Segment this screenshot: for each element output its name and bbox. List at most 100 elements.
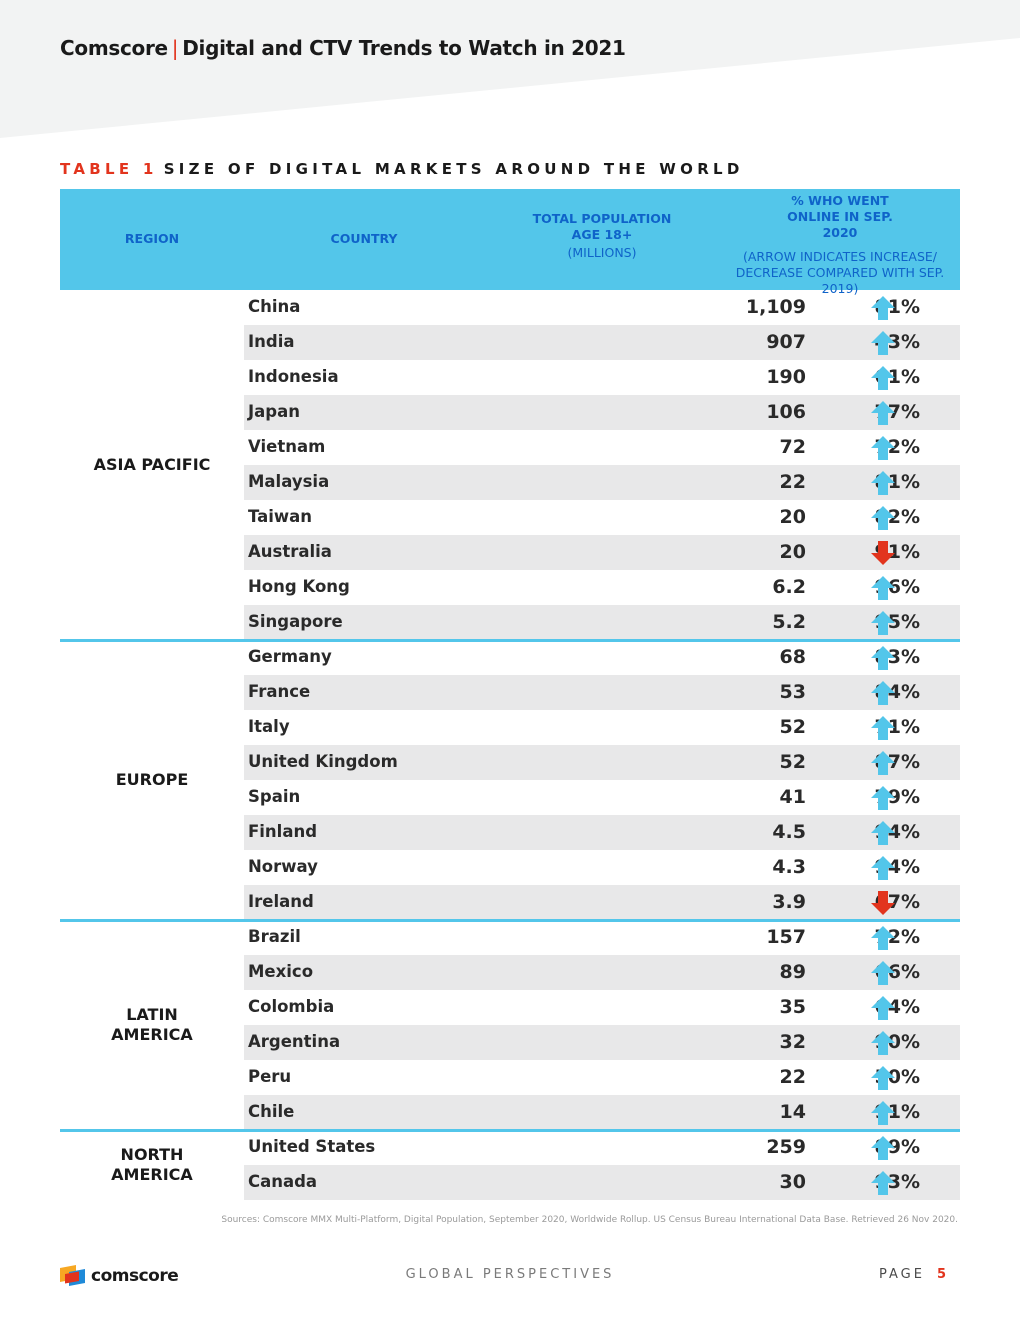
table-row: Singapore 5.2 95% — [244, 605, 960, 640]
column-header-country: COUNTRY — [330, 231, 398, 246]
online-percent-cell: 94% — [874, 821, 920, 843]
arrow-up-icon — [871, 716, 895, 740]
country-cell: India — [248, 332, 295, 351]
table-row: Indonesia 190 61% — [244, 360, 960, 395]
region-label: ASIA PACIFIC — [93, 455, 211, 474]
population-cell: 41 — [779, 786, 806, 808]
population-cell: 89 — [779, 961, 806, 983]
region-label: LATIN AMERICA — [111, 1005, 193, 1044]
country-cell: Indonesia — [248, 367, 339, 386]
country-cell: Germany — [248, 647, 332, 666]
country-cell: United Kingdom — [248, 752, 398, 771]
region-divider — [60, 1129, 960, 1132]
arrow-up-icon — [871, 751, 895, 775]
table-row: Peru 22 50% — [244, 1060, 960, 1095]
online-percent-cell: 81% — [874, 471, 920, 493]
country-cell: United States — [248, 1137, 376, 1156]
country-cell: France — [248, 682, 311, 701]
page-label: PAGE — [878, 1267, 925, 1282]
country-cell: Singapore — [248, 612, 343, 631]
online-header-label: % WHO WENT ONLINE IN SEP. 2020 — [787, 193, 893, 240]
arrow-up-icon — [871, 471, 895, 495]
region-label: EUROPE — [115, 770, 189, 789]
population-cell: 20 — [779, 541, 806, 563]
arrow-up-icon — [871, 506, 895, 530]
population-cell: 259 — [766, 1136, 806, 1158]
brand-name: Comscore — [60, 36, 168, 60]
arrow-up-icon — [871, 1066, 895, 1090]
arrow-up-icon — [871, 296, 895, 320]
table-row: Germany 68 83% — [244, 640, 960, 675]
arrow-up-icon — [871, 576, 895, 600]
country-cell: Peru — [248, 1067, 292, 1086]
country-cell: Japan — [248, 402, 300, 421]
page-number: 5 — [936, 1267, 946, 1282]
table-row: United States 259 89% — [244, 1130, 960, 1165]
online-percent-cell: 87% — [874, 751, 920, 773]
column-header-online: % WHO WENT ONLINE IN SEP. 2020 (ARROW IN… — [724, 193, 956, 297]
table-row: Japan 106 77% — [244, 395, 960, 430]
arrow-up-icon — [871, 681, 895, 705]
arrow-up-icon — [871, 961, 895, 985]
population-cell: 907 — [766, 331, 806, 353]
arrow-down-icon — [871, 891, 895, 915]
country-cell: Argentina — [248, 1032, 341, 1051]
online-percent-cell: 94% — [874, 856, 920, 878]
online-percent-cell: 72% — [874, 926, 920, 948]
table-label: TABLE 1 — [60, 160, 158, 178]
population-header-label: TOTAL POPULATION AGE 18+ — [532, 211, 672, 242]
population-cell: 1,109 — [745, 296, 806, 318]
population-cell: 190 — [766, 366, 806, 388]
country-cell: Mexico — [248, 962, 314, 981]
table-row: Malaysia 22 81% — [244, 465, 960, 500]
arrow-up-icon — [871, 821, 895, 845]
online-percent-cell: 83% — [874, 646, 920, 668]
table-header: REGION COUNTRY TOTAL POPULATION AGE 18+ … — [60, 189, 960, 296]
country-cell: Finland — [248, 822, 318, 841]
population-cell: 30 — [779, 1171, 806, 1193]
document-title: Digital and CTV Trends to Watch in 2021 — [182, 36, 626, 60]
online-percent-cell: 61% — [874, 366, 920, 388]
population-cell: 6.2 — [772, 576, 806, 598]
online-percent-cell: 81% — [874, 296, 920, 318]
arrow-up-icon — [871, 366, 895, 390]
country-cell: Australia — [248, 542, 332, 561]
online-percent-cell: 71% — [874, 716, 920, 738]
country-cell: Vietnam — [248, 437, 326, 456]
region-divider — [60, 919, 960, 922]
comscore-logo-icon — [60, 1265, 85, 1286]
table-row: Colombia 35 64% — [244, 990, 960, 1025]
country-cell: Italy — [248, 717, 290, 736]
table-caption: TABLE 1 SIZE OF DIGITAL MARKETS AROUND TH… — [60, 160, 744, 178]
online-percent-cell: 66% — [874, 961, 920, 983]
table-row: Finland 4.5 94% — [244, 815, 960, 850]
online-percent-cell: 64% — [874, 996, 920, 1018]
online-percent-cell: 95% — [874, 611, 920, 633]
country-cell: Hong Kong — [248, 577, 350, 596]
online-percent-cell: 50% — [874, 1066, 920, 1088]
table-row: Italy 52 71% — [244, 710, 960, 745]
arrow-up-icon — [871, 646, 895, 670]
population-cell: 14 — [779, 1101, 806, 1123]
country-cell: Ireland — [248, 892, 314, 911]
footer-section-title: GLOBAL PERSPECTIVES — [405, 1267, 615, 1282]
sources-note: Sources: Comscore MMX Multi-Platform, Di… — [221, 1215, 958, 1225]
online-percent-cell: 90% — [874, 1031, 920, 1053]
online-percent-cell: 96% — [874, 576, 920, 598]
population-cell: 32 — [779, 1031, 806, 1053]
table-row: Hong Kong 6.2 96% — [244, 570, 960, 605]
population-cell: 3.9 — [772, 891, 806, 913]
arrow-down-icon — [871, 541, 895, 565]
online-percent-cell: 77% — [874, 401, 920, 423]
arrow-up-icon — [871, 926, 895, 950]
table-row: China 1,109 81% — [244, 290, 960, 325]
table-row: Mexico 89 66% — [244, 955, 960, 990]
population-cell: 52 — [779, 751, 806, 773]
online-percent-cell: 67% — [874, 891, 920, 913]
arrow-up-icon — [871, 1101, 895, 1125]
population-cell: 4.3 — [772, 856, 806, 878]
table-row: Australia 20 91% — [244, 535, 960, 570]
table-row: Norway 4.3 94% — [244, 850, 960, 885]
table-row: Chile 14 91% — [244, 1095, 960, 1130]
online-percent-cell: 89% — [874, 1136, 920, 1158]
